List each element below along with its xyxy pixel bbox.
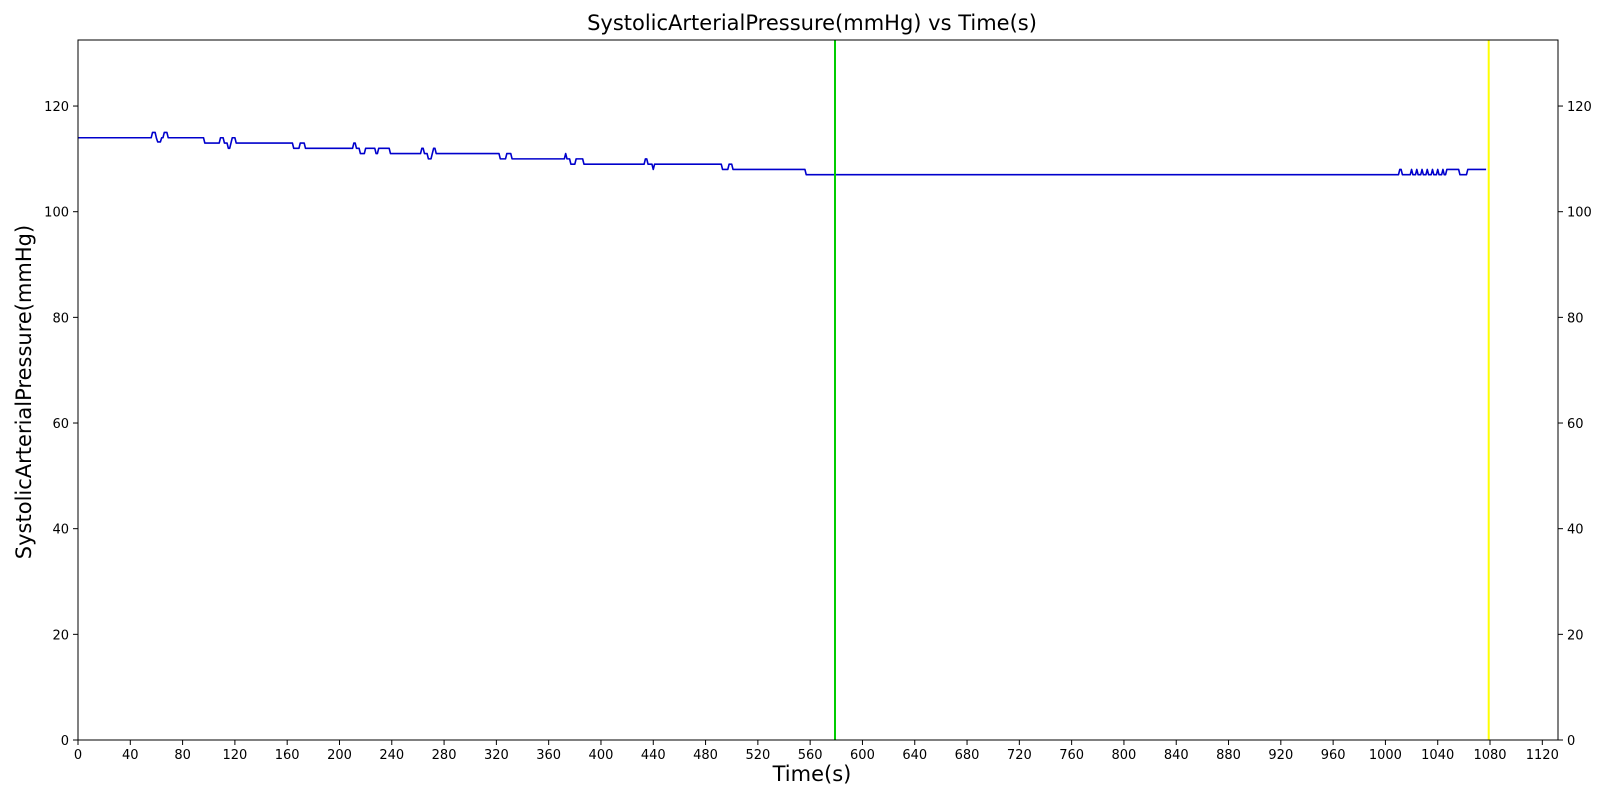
y-tick-label-right: 80 — [1567, 311, 1584, 326]
x-tick-label: 560 — [798, 748, 823, 763]
x-tick-label: 920 — [1268, 748, 1293, 763]
x-axis: 0 40 80 120 160 200 240 280 320 360 400 440 480 520 56… — [74, 740, 1559, 763]
y-axis-label: SystolicArterialPressure(mmHg) — [12, 225, 36, 559]
plot-area — [77, 39, 1559, 741]
y-tick-label-right: 20 — [1567, 628, 1584, 643]
y-tick-label-right: 100 — [1567, 206, 1592, 221]
x-tick-label: 640 — [902, 748, 927, 763]
x-tick-label: 200 — [327, 748, 352, 763]
x-tick-label: 320 — [484, 748, 509, 763]
x-tick-label: 680 — [955, 748, 980, 763]
y-tick-label: 0 — [61, 734, 69, 749]
x-axis-label: Time(s) — [772, 762, 852, 786]
x-tick-label: 1080 — [1473, 748, 1506, 763]
x-tick-label: 360 — [536, 748, 561, 763]
x-tick-label: 240 — [379, 748, 404, 763]
x-tick-label: 400 — [589, 748, 614, 763]
y-tick-label: 40 — [52, 523, 69, 538]
x-tick-label: 280 — [432, 748, 457, 763]
y-tick-label: 20 — [52, 628, 69, 643]
y-tick-label-right: 120 — [1567, 100, 1592, 115]
x-tick-label: 120 — [222, 748, 247, 763]
y-tick-label: 80 — [52, 311, 69, 326]
x-tick-label: 840 — [1164, 748, 1189, 763]
x-tick-label: 80 — [174, 748, 191, 763]
plot-frame — [77, 39, 1559, 741]
x-tick-label: 720 — [1007, 748, 1032, 763]
x-tick-label: 760 — [1059, 748, 1084, 763]
x-tick-label: 520 — [745, 748, 770, 763]
x-tick-label: 880 — [1216, 748, 1241, 763]
y-tick-label-right: 40 — [1567, 523, 1584, 538]
y-axis-right: 0 20 40 60 80 100 120 — [1558, 100, 1592, 749]
y-tick-label-right: 60 — [1567, 417, 1584, 432]
x-tick-label: 1120 — [1526, 748, 1559, 763]
x-tick-label: 600 — [850, 748, 875, 763]
y-axis: 0 20 40 60 80 100 120 — [44, 100, 78, 749]
x-tick-label: 0 — [74, 748, 82, 763]
x-tick-label: 40 — [122, 748, 139, 763]
x-tick-label: 800 — [1112, 748, 1137, 763]
x-tick-label: 480 — [693, 748, 718, 763]
y-tick-label: 120 — [44, 100, 69, 115]
x-tick-label: 960 — [1321, 748, 1346, 763]
x-tick-label: 1000 — [1369, 748, 1402, 763]
series-line-0 — [78, 131, 1487, 176]
chart-title: SystolicArterialPressure(mmHg) vs Time(s… — [587, 11, 1037, 35]
x-tick-label: 440 — [641, 748, 666, 763]
y-tick-label: 60 — [52, 417, 69, 432]
x-tick-label: 160 — [275, 748, 300, 763]
x-tick-label: 1040 — [1421, 748, 1454, 763]
y-tick-label-right: 0 — [1567, 734, 1575, 749]
y-tick-label: 100 — [44, 206, 69, 221]
